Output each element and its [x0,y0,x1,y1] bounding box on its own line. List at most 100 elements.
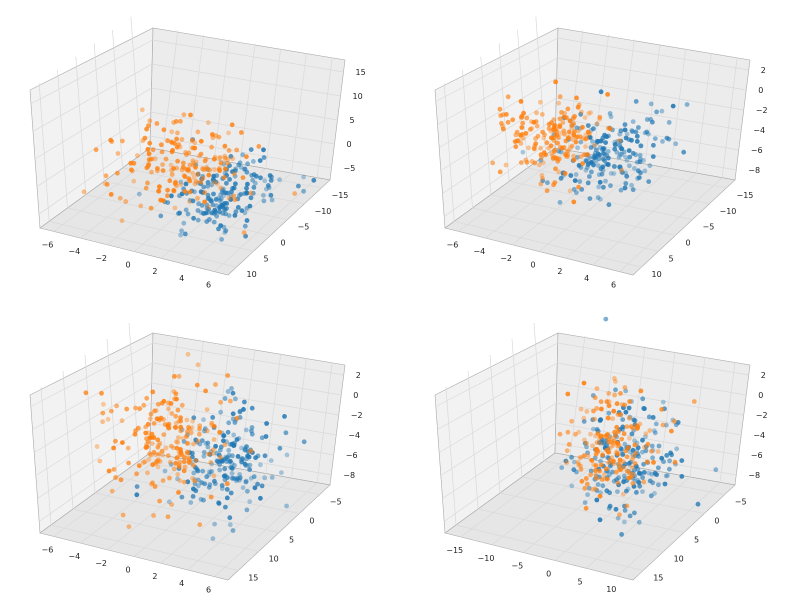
y-tick-label: −10 [720,207,737,216]
data-point [558,175,564,181]
data-point [235,454,241,459]
x-tick-label: 2 [152,572,157,581]
data-point [580,161,585,167]
data-point [604,432,610,438]
data-point [196,477,201,483]
data-point [613,506,619,512]
data-point [540,129,545,135]
data-point [230,416,236,422]
data-point [607,503,613,509]
data-point [598,166,604,172]
data-point [154,459,160,464]
data-point [147,416,153,422]
data-point [613,143,618,148]
data-point [622,127,628,133]
data-point [151,513,157,518]
data-point [580,136,586,142]
data-point [184,434,189,439]
data-point [143,430,149,436]
data-point [625,454,630,460]
data-point [597,114,603,120]
data-point [510,117,516,123]
data-point [229,122,235,128]
data-point [155,168,160,174]
data-point [269,197,275,203]
data-point [640,489,645,494]
data-point [592,455,598,461]
data-point [670,103,676,109]
data-point [597,145,603,150]
data-point [193,488,199,494]
data-point [103,173,109,179]
x-tick-label: 2 [152,267,157,276]
data-point [242,191,248,197]
data-point [605,449,611,455]
data-point [573,172,579,177]
data-point [185,211,191,217]
data-point [117,195,123,201]
data-point [652,430,658,436]
data-point [169,411,175,416]
data-point [169,502,175,507]
data-point [624,503,630,509]
data-point [627,449,633,455]
data-point [518,160,524,166]
data-point [262,475,268,481]
data-point [261,198,267,204]
data-point [201,417,206,423]
data-point [578,406,584,412]
x-gridline [565,168,671,259]
data-point [631,467,637,473]
x-gridline-wall [188,339,204,460]
data-point [134,484,140,489]
x-gridline-wall [239,348,256,470]
x-gridline-wall [644,43,661,165]
data-point [190,476,195,481]
data-point [177,144,183,150]
data-point [563,152,568,157]
data-point [174,455,180,461]
data-point [655,449,661,454]
data-point [219,483,225,488]
data-point [559,145,565,151]
data-point [624,173,630,179]
y-tick-label: −5 [735,498,747,507]
data-point [197,522,203,528]
data-point [209,198,215,204]
data-point [624,131,630,137]
data-point [201,497,206,503]
data-point [619,436,625,442]
data-point [269,475,275,480]
data-point [284,503,289,509]
data-point [198,179,204,185]
data-point [622,508,628,513]
data-point [564,115,569,121]
data-point [279,470,284,475]
y-tick-label: 5 [289,536,294,545]
data-point [201,453,207,459]
data-point [251,159,256,164]
data-point [245,161,251,167]
x-tick-label: −6 [42,240,54,249]
data-point [627,399,632,404]
data-point [546,145,551,151]
data-point [261,147,266,153]
data-point [659,455,665,461]
data-point [518,99,524,104]
data-point [558,131,563,136]
data-point [178,232,184,238]
data-point [631,471,636,477]
z-gridline [36,111,335,187]
data-point [261,155,267,160]
data-point [193,458,199,463]
data-point [578,154,584,160]
grid [435,322,749,577]
data-point [640,437,645,443]
y-tick-label: 15 [248,574,258,583]
data-point [83,390,89,396]
data-point [135,153,140,158]
data-point [626,148,632,154]
data-point [643,448,649,454]
data-point [196,483,201,489]
x-gridline-wall [659,351,676,472]
